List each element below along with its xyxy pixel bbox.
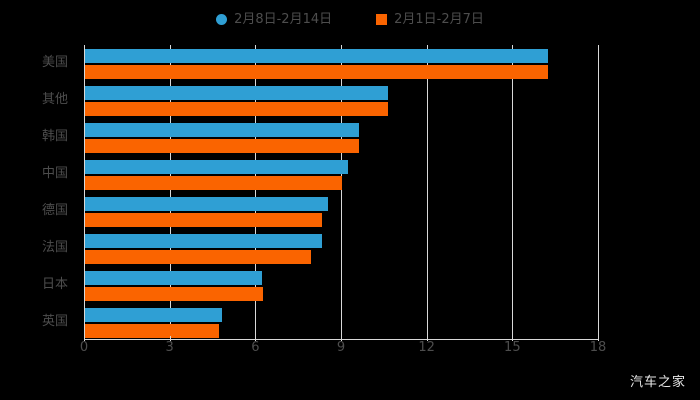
x-axis-tick-mark	[341, 336, 342, 341]
bar-series-b[interactable]	[85, 102, 388, 117]
y-axis-label: 其他	[41, 92, 68, 108]
bar-series-b[interactable]	[85, 212, 322, 227]
legend-label-series-b: 2月1日-2月7日	[394, 11, 484, 27]
x-axis-tick-mark	[255, 336, 257, 341]
y-axis-label: 中国	[41, 166, 68, 182]
y-axis-label: 法国	[41, 239, 68, 255]
gridline	[169, 45, 171, 340]
square-marker-icon	[376, 13, 388, 25]
x-axis-tick-label: 9	[336, 340, 346, 355]
chart-legend: 2月8日-2月14日 2月1日-2月7日	[0, 8, 700, 30]
gridline	[341, 45, 342, 340]
bar-series-b[interactable]	[85, 323, 220, 338]
bar-series-a[interactable]	[85, 86, 388, 101]
legend-item-series-b[interactable]: 2月1日-2月7日	[376, 13, 484, 26]
gridline	[512, 45, 514, 340]
bar-series-a[interactable]	[85, 123, 360, 138]
bar-series-a[interactable]	[85, 160, 348, 175]
gridline	[598, 45, 599, 340]
y-axis-labels: 美国其他韩国中国德国法国日本英国	[0, 45, 76, 340]
x-axis-tick-label: 3	[165, 340, 174, 355]
y-axis-line	[84, 45, 85, 340]
x-axis-tick-label: 12	[418, 340, 435, 355]
legend-item-series-a[interactable]: 2月8日-2月14日	[216, 13, 332, 26]
bar-series-b[interactable]	[85, 249, 311, 264]
gridline	[255, 45, 257, 340]
legend-label-series-a: 2月8日-2月14日	[234, 11, 333, 27]
bar-series-a[interactable]	[85, 49, 548, 64]
y-axis-label: 美国	[41, 55, 68, 71]
x-axis-tick-mark	[598, 336, 599, 341]
gridline	[426, 45, 428, 340]
x-axis-tick-label: 0	[79, 340, 89, 355]
bar-series-a[interactable]	[85, 196, 328, 211]
x-axis-tick-label: 6	[251, 340, 260, 355]
bar-series-b[interactable]	[85, 286, 264, 301]
bar-series-a[interactable]	[85, 307, 223, 322]
x-axis-tick-label: 15	[504, 340, 521, 355]
x-axis-ticks: 0 3 6 9 12 15 18	[80, 336, 606, 361]
bar-series-b[interactable]	[85, 139, 360, 154]
x-axis-tick-mark	[426, 336, 428, 341]
bar-series-a[interactable]	[85, 233, 322, 248]
bar-series-b[interactable]	[85, 176, 342, 191]
plot-area	[84, 45, 599, 340]
bar-series-b[interactable]	[85, 65, 548, 80]
x-axis-tick-mark	[512, 336, 514, 341]
watermark: 汽车之家	[629, 375, 686, 390]
bar-series-a[interactable]	[85, 270, 263, 285]
circle-marker-icon	[216, 13, 228, 25]
y-axis-label: 英国	[41, 313, 68, 329]
y-axis-label: 日本	[41, 276, 68, 292]
x-axis-tick-label: 18	[589, 340, 607, 355]
y-axis-label: 德国	[41, 202, 68, 218]
y-axis-label: 韩国	[41, 129, 68, 145]
x-axis-tick-mark	[169, 336, 171, 341]
x-axis-tick-mark	[84, 336, 85, 341]
